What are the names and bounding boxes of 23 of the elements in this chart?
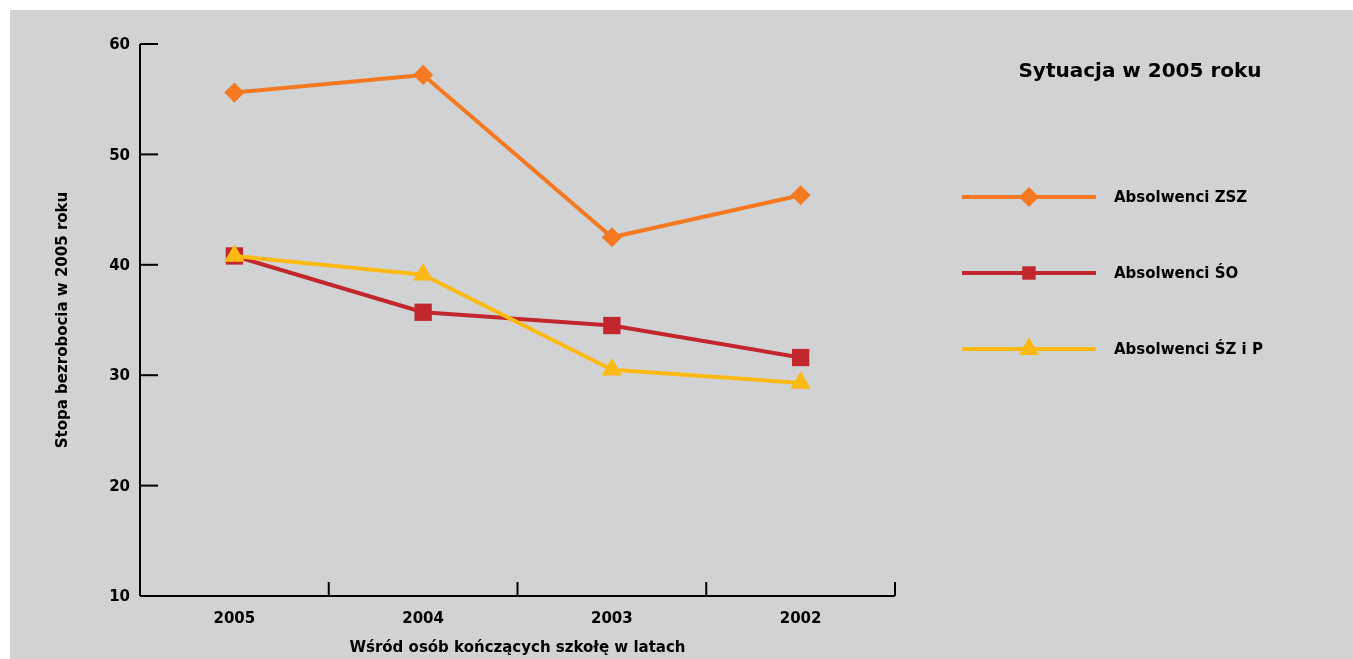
legend-title: Sytuacja w 2005 roku [1018,58,1262,82]
x-tick-label: 2005 [213,609,256,627]
x-tick-label: 2003 [591,609,633,627]
y-tick-label: 20 [109,476,130,495]
x-axis-title: Wśród osób kończących szkołę w latach [349,638,686,656]
y-tick-label: 50 [109,145,130,164]
point [224,82,245,103]
text: Absolwenci ZSZ [1114,188,1248,207]
y-tick-label: 40 [109,256,130,275]
point [601,227,622,248]
x-tick-label: 2004 [402,609,444,627]
point [413,64,434,85]
y-tick-label: 60 [109,35,130,54]
text: Absolwenci ŚZ i P [1114,339,1263,359]
point [790,185,811,206]
point [603,316,621,335]
y-tick-label: 30 [109,366,130,385]
point [791,348,810,367]
text: Absolwenci ŚO [1114,263,1239,283]
x-tick-label: 2002 [779,609,822,627]
y-tick-label: 10 [109,587,130,606]
y-axis-title: Stopa bezrobocia w 2005 roku [53,191,71,449]
point [414,303,432,321]
